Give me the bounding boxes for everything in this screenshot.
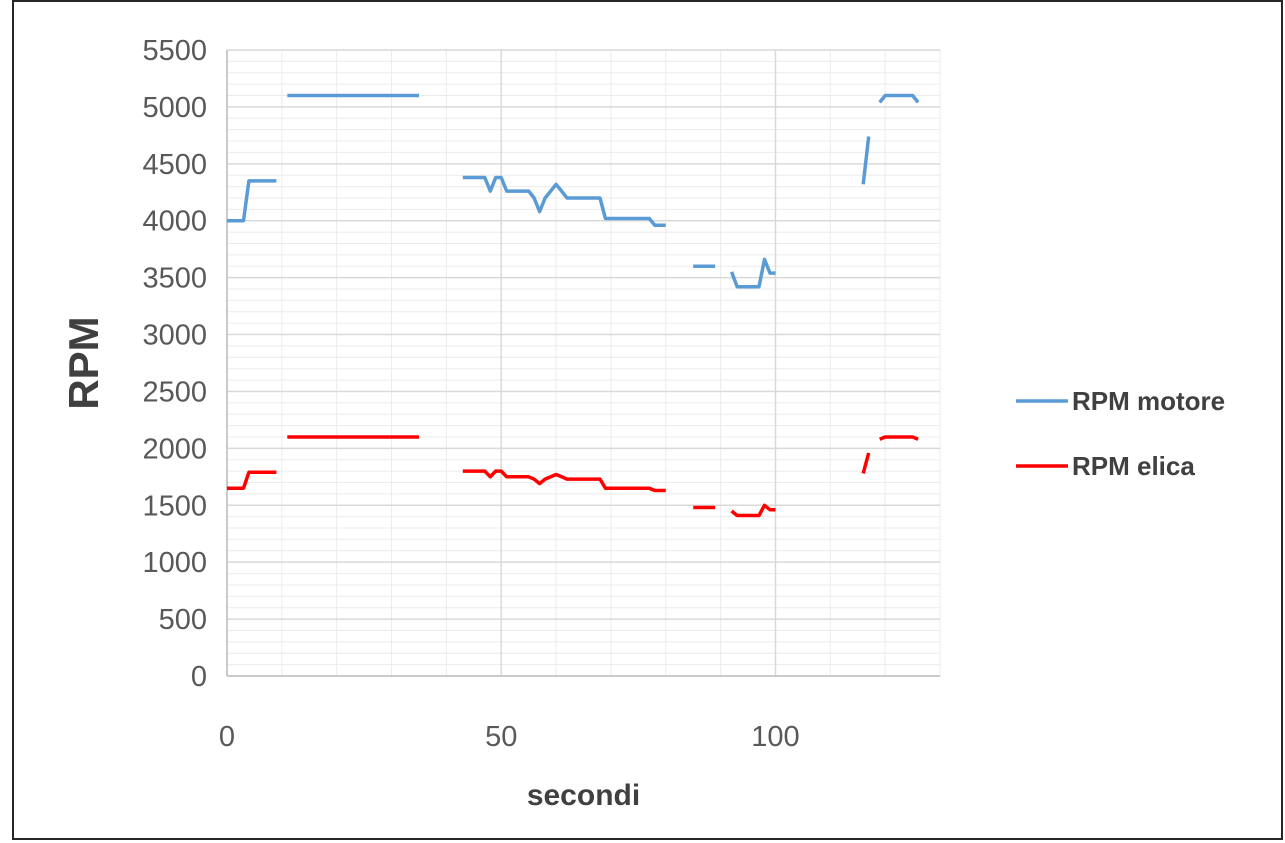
- x-axis-title: secondi: [527, 779, 640, 812]
- series-line-segment: [462, 469, 666, 493]
- legend-label: RPM elica: [1072, 451, 1195, 481]
- y-tick-label: 0: [191, 661, 207, 693]
- major-gridlines: [226, 49, 940, 677]
- series-line-segment: [227, 179, 277, 223]
- axes: [226, 50, 940, 677]
- legend-label: RPM motore: [1072, 386, 1225, 416]
- y-tick-label: 1500: [142, 490, 207, 522]
- y-tick-label: 2000: [142, 433, 207, 465]
- x-tick-label: 100: [751, 721, 799, 753]
- chart-frame: [12, 0, 1283, 840]
- y-tick-label: 500: [159, 604, 207, 636]
- x-tick-label: 0: [219, 721, 235, 753]
- x-tick-label: 50: [485, 721, 517, 753]
- series-line-segment: [861, 136, 871, 185]
- y-tick-label: 5500: [142, 35, 207, 67]
- y-tick-label: 5000: [142, 92, 207, 124]
- series-line-segment: [227, 470, 277, 490]
- y-tick-labels: 0 500 1000 1500 2000 2500 3000 3500 4000 4500 5000…: [142, 35, 207, 693]
- series-rpm-elica: [227, 435, 919, 518]
- y-tick-label: 1000: [142, 547, 207, 579]
- x-tick-labels: 0 50 100: [219, 721, 800, 753]
- series-line-segment: [861, 452, 871, 474]
- series-line-segment: [462, 175, 666, 228]
- minor-gridlines: [227, 50, 941, 676]
- series-rpm-motore: [227, 93, 920, 289]
- series-line-segment: [879, 435, 919, 441]
- series-line-segment: [878, 93, 920, 104]
- series-lines: [227, 93, 920, 518]
- legend: RPM motore RPM elica: [1016, 386, 1225, 481]
- y-tick-label: 4500: [142, 149, 207, 181]
- series-line-segment: [729, 257, 776, 289]
- y-tick-label: 4000: [142, 206, 207, 238]
- y-tick-label: 2500: [142, 376, 207, 408]
- y-tick-label: 3500: [142, 263, 207, 295]
- series-line-segment: [730, 503, 776, 518]
- y-tick-label: 3000: [142, 320, 207, 352]
- y-axis-title: RPM: [60, 316, 107, 409]
